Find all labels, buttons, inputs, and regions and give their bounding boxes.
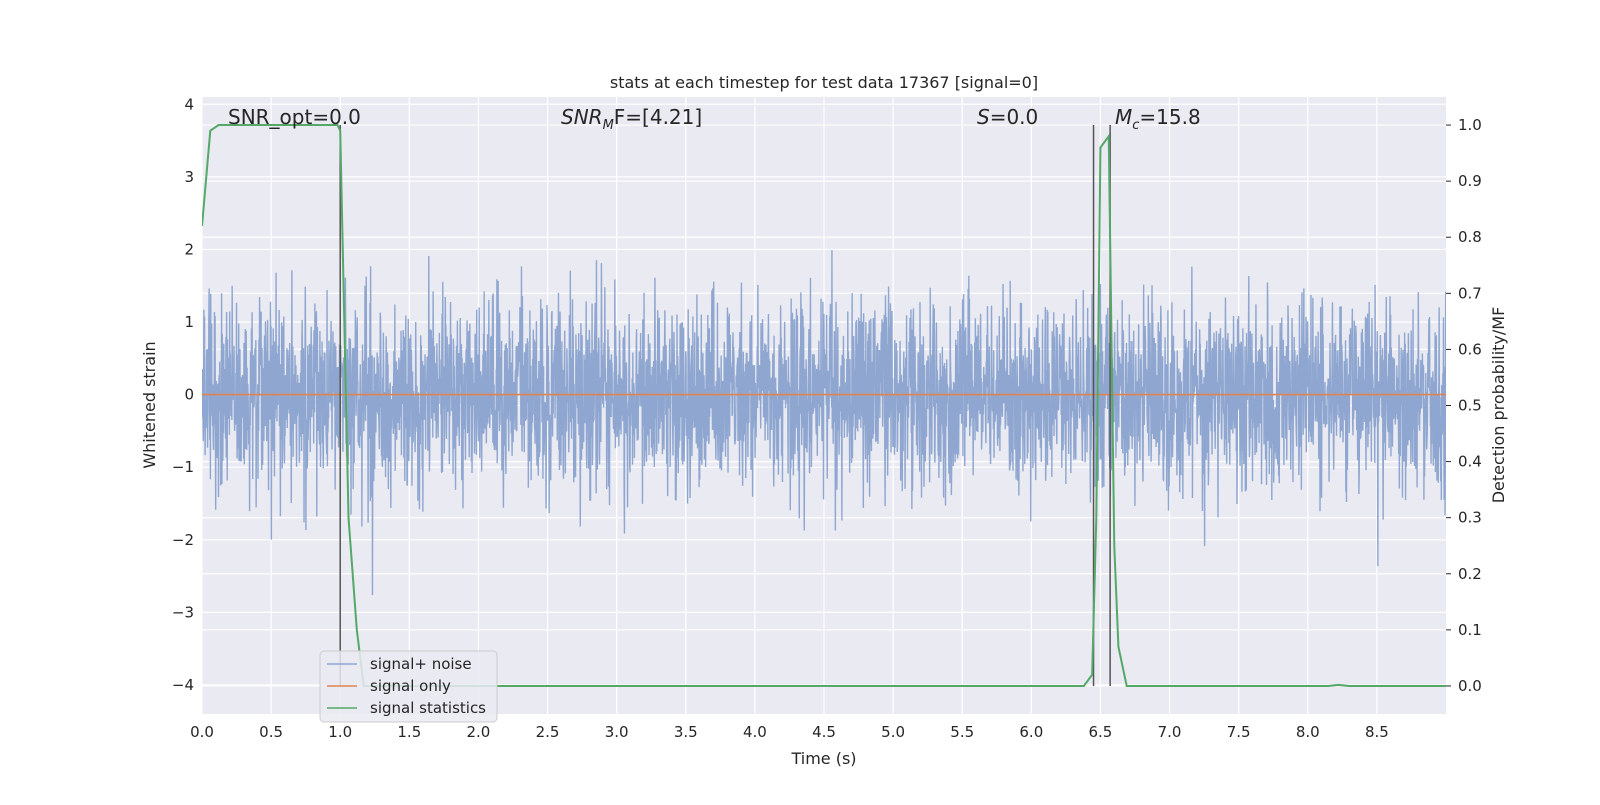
y2-tick-label: 0.8 bbox=[1458, 228, 1482, 246]
x-tick-label: 5.0 bbox=[881, 723, 905, 741]
y2-tick-label: 0.1 bbox=[1458, 621, 1482, 639]
x-tick-label: 3.0 bbox=[605, 723, 629, 741]
y-tick-labels: 4 3 2 1 0 −1 −2 −3 −4 bbox=[172, 95, 194, 694]
legend-box bbox=[319, 650, 498, 723]
y-tick-label: 3 bbox=[184, 168, 194, 186]
y-tick-label: 1 bbox=[184, 313, 194, 331]
x-tick-label: 6.5 bbox=[1089, 723, 1113, 741]
chart-title: stats at each timestep for test data 173… bbox=[610, 73, 1038, 92]
y2-tick-label: 0.5 bbox=[1458, 397, 1482, 415]
annotation-mc-main: M bbox=[1115, 105, 1132, 129]
annotation-snr-mf-main: SNR bbox=[561, 105, 603, 129]
y2-tick-label: 0.4 bbox=[1458, 453, 1482, 471]
x-tick-label: 2.5 bbox=[536, 723, 560, 741]
x-tick-label: 4.5 bbox=[812, 723, 836, 741]
annotation-mc: Mc=15.8 bbox=[1115, 105, 1201, 133]
annotation-mc-rest: =15.8 bbox=[1139, 105, 1200, 129]
legend-label-signal-statistics: signal statistics bbox=[370, 699, 486, 717]
legend-label-signal-only: signal only bbox=[370, 677, 451, 695]
y-tick-label: 2 bbox=[184, 240, 194, 258]
x-tick-label: 4.0 bbox=[743, 723, 767, 741]
x-tick-label: 0.0 bbox=[190, 723, 214, 741]
y2-axis-label: Detection probability/MF bbox=[1489, 307, 1508, 504]
annotation-s: S=0.0 bbox=[977, 105, 1038, 129]
legend-label-signal-noise: signal+ noise bbox=[370, 655, 472, 673]
y2-tick-label: 0.2 bbox=[1458, 565, 1482, 583]
annotation-mc-sub: c bbox=[1132, 118, 1139, 133]
data-layer bbox=[202, 124, 1446, 687]
x-tick-label: 8.5 bbox=[1365, 723, 1389, 741]
y-tick-label: −4 bbox=[172, 676, 194, 694]
y2-tick-labels: 1.0 0.9 0.8 0.7 0.6 0.5 0.4 0.3 0.2 0.1 0.0 bbox=[1446, 116, 1482, 695]
annotation-s-rest: =0.0 bbox=[990, 105, 1039, 129]
annotation-snr-mf: SNRMF=[4.21] bbox=[561, 105, 702, 133]
x-tick-label: 7.0 bbox=[1158, 723, 1182, 741]
y2-tick-label: 0.0 bbox=[1458, 677, 1482, 695]
x-tick-label: 8.0 bbox=[1296, 723, 1320, 741]
y-tick-label: −2 bbox=[172, 531, 194, 549]
x-tick-label: 5.5 bbox=[950, 723, 974, 741]
annotation-snr-opt: SNR_opt=0.0 bbox=[228, 105, 361, 129]
x-tick-label: 2.0 bbox=[467, 723, 491, 741]
annotation-snr-mf-rest: F=[4.21] bbox=[614, 105, 702, 129]
x-tick-label: 7.5 bbox=[1227, 723, 1251, 741]
y2-tick-label: 0.9 bbox=[1458, 172, 1482, 190]
x-tick-label: 3.5 bbox=[674, 723, 698, 741]
y2-tick-label: 0.6 bbox=[1458, 340, 1482, 358]
x-tick-label: 1.0 bbox=[328, 723, 352, 741]
annotation-snr-mf-sub: M bbox=[603, 118, 614, 133]
x-tick-label: 0.5 bbox=[259, 723, 283, 741]
annotation-s-main: S bbox=[977, 105, 990, 129]
y-tick-label: −1 bbox=[172, 458, 194, 476]
y2-tick-label: 0.3 bbox=[1458, 509, 1482, 527]
x-tick-labels: 0.0 0.5 1.0 1.5 2.0 2.5 3.0 3.5 4.0 4.5 5.0 5.5 6.0 6… bbox=[190, 723, 1389, 741]
y-tick-label: 4 bbox=[184, 95, 194, 113]
x-tick-label: 6.0 bbox=[1019, 723, 1043, 741]
series-signal-noise-line bbox=[202, 250, 1446, 596]
y-axis-label: Whitened strain bbox=[140, 341, 159, 468]
y-tick-label: −3 bbox=[172, 603, 194, 621]
legend: signal+ noise signal only signal statist… bbox=[319, 650, 498, 723]
y2-tick-label: 1.0 bbox=[1458, 116, 1482, 134]
x-axis-label: Time (s) bbox=[790, 749, 856, 768]
x-tick-label: 1.5 bbox=[397, 723, 421, 741]
y2-tick-label: 0.7 bbox=[1458, 284, 1482, 302]
series-signal-statistics-line bbox=[202, 124, 1446, 687]
y-tick-label: 0 bbox=[184, 386, 194, 404]
